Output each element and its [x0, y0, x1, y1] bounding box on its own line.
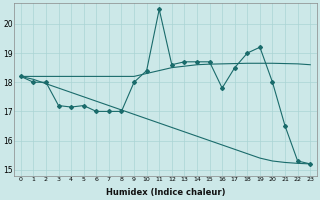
X-axis label: Humidex (Indice chaleur): Humidex (Indice chaleur) [106, 188, 225, 197]
